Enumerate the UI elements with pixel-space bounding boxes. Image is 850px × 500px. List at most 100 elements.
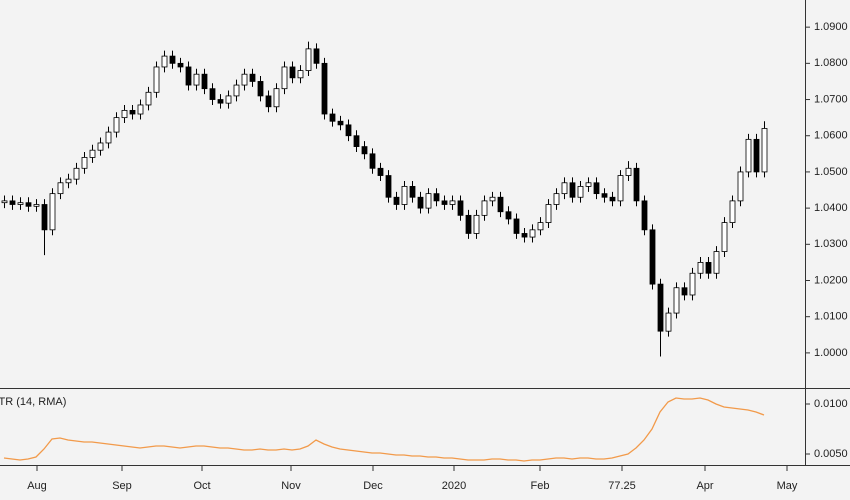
candle-body	[161, 55, 168, 68]
candle-body	[345, 124, 352, 137]
candle-body	[417, 196, 424, 209]
candle-body	[609, 196, 616, 202]
candle-body	[97, 142, 104, 151]
candle-body	[289, 66, 296, 79]
candle-body	[73, 167, 80, 180]
candle-body	[409, 185, 416, 198]
candle-body	[617, 175, 624, 202]
candle-body	[625, 167, 632, 176]
candle-body	[257, 81, 264, 97]
candle-body	[273, 88, 280, 108]
candle-body	[233, 84, 240, 97]
candle-body	[393, 196, 400, 205]
candle-body	[529, 229, 536, 238]
x-tick-label: Feb	[531, 480, 550, 492]
y-tick-label: 1.0700	[814, 93, 848, 105]
y-tick-label: 0.0050	[814, 448, 848, 460]
candle-body	[81, 157, 88, 169]
candle-body	[241, 73, 248, 86]
candle-body	[321, 62, 328, 115]
candle-body	[705, 262, 712, 274]
y-tick-label: 0.0100	[814, 398, 848, 410]
candle-body	[177, 62, 184, 68]
candle-body	[65, 178, 72, 184]
candle-body	[673, 287, 680, 314]
candle-body	[633, 167, 640, 202]
candle-body	[105, 131, 112, 144]
candle-body	[753, 138, 760, 173]
candle-body	[649, 229, 656, 285]
x-tick-label: 77.25	[608, 480, 636, 492]
y-tick-label: 1.0800	[814, 57, 848, 69]
candle-body	[265, 95, 272, 108]
x-tick-label: May	[777, 480, 798, 492]
candle-body	[353, 135, 360, 147]
candle-body	[569, 182, 576, 198]
candle-body	[729, 200, 736, 223]
candle-body	[473, 214, 480, 234]
candle-body	[361, 146, 368, 155]
candle-body	[193, 73, 200, 86]
candle-body	[1, 200, 8, 204]
candle-body	[377, 167, 384, 176]
indicator-label: ATR (14, RMA)	[0, 396, 66, 408]
candle-body	[41, 204, 48, 231]
candle-body	[521, 233, 528, 238]
candle-body	[721, 222, 728, 252]
candle-body	[601, 193, 608, 198]
candle-body	[433, 193, 440, 202]
candle-body	[17, 202, 24, 205]
candle-body	[201, 73, 208, 90]
candle-body	[505, 211, 512, 220]
candle-body	[25, 202, 32, 207]
candle-body	[441, 200, 448, 205]
candle-body	[57, 182, 64, 195]
x-tick-label: Oct	[193, 480, 210, 492]
x-tick-label: Aug	[27, 480, 47, 492]
candle-body	[489, 196, 496, 202]
y-tick-label: 1.0300	[814, 238, 848, 250]
candle-body	[537, 222, 544, 231]
candle-body	[153, 66, 160, 93]
candle-body	[369, 153, 376, 169]
y-tick-label: 1.0500	[814, 166, 848, 178]
candle-body	[593, 182, 600, 195]
candle-body	[225, 95, 232, 104]
candle-body	[297, 70, 304, 79]
candle-body	[185, 66, 192, 86]
y-tick-label: 1.0900	[814, 21, 848, 33]
candle-body	[745, 138, 752, 173]
candle-body	[337, 120, 344, 126]
candle-body	[713, 251, 720, 274]
candle-body	[657, 283, 664, 332]
candle-body	[9, 200, 16, 205]
candle-body	[217, 99, 224, 104]
candle-body	[425, 193, 432, 209]
candle-body	[313, 48, 320, 64]
x-tick-label: Nov	[281, 480, 301, 492]
candle-body	[689, 272, 696, 296]
candle-body	[169, 55, 176, 64]
candle-body	[249, 73, 256, 82]
candle-body	[145, 91, 152, 106]
x-tick-label: Sep	[112, 480, 132, 492]
candle-body	[33, 204, 40, 207]
candle-body	[513, 218, 520, 234]
x-tick-label: Apr	[696, 480, 713, 492]
candle-body	[737, 171, 744, 202]
candle-body	[329, 113, 336, 122]
candle-body	[305, 48, 312, 71]
candle-body	[697, 262, 704, 274]
candle-body	[553, 193, 560, 205]
y-tick-label: 1.0000	[814, 347, 848, 359]
atr-line	[3, 397, 765, 462]
candle-body	[121, 109, 128, 119]
candle-body	[137, 104, 144, 115]
candle-body	[49, 193, 56, 231]
candle-body	[681, 287, 688, 296]
x-tick-label: 2020	[442, 480, 466, 492]
candle-body	[641, 200, 648, 231]
y-tick-label: 1.0200	[814, 274, 848, 286]
